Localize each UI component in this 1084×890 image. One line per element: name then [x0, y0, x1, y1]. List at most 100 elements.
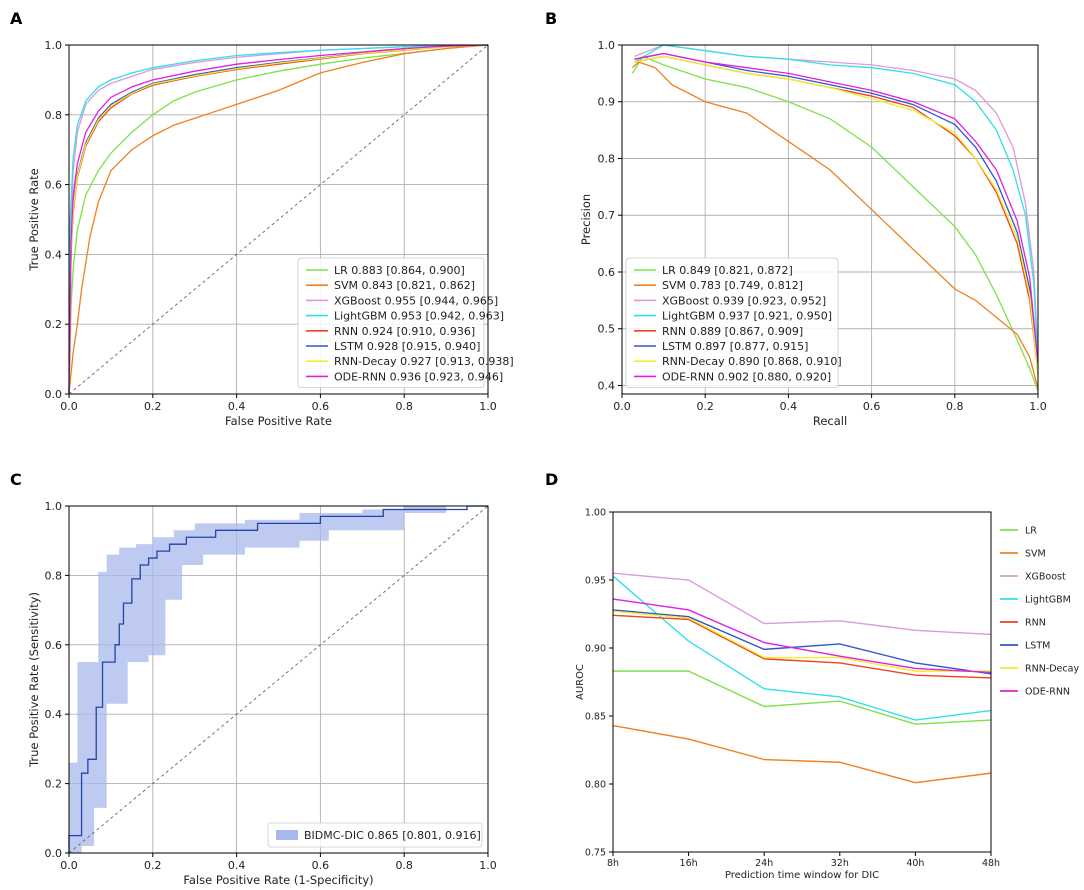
panel-c-chance-diagonal — [68, 505, 489, 854]
panel-b-y-axis-label: Precision — [579, 194, 593, 245]
panel-d-series-line-lr — [613, 670, 992, 725]
panel-d-y-tick-label: 0.90 — [585, 644, 606, 655]
panel-a-y-tick-label: 1.0 — [45, 39, 63, 52]
panel-a-x-tick-label: 0.2 — [144, 400, 162, 413]
panel-d-x-tick-label: 48h — [982, 858, 1000, 869]
panel-c-y-tick-label: 0.0 — [45, 847, 63, 860]
panel-b-legend-label: LightGBM 0.937 [0.921, 0.950] — [662, 310, 832, 323]
panel-b-y-tick-label: 0.6 — [598, 266, 616, 279]
panel-a-series-line-lightgbm — [68, 44, 489, 395]
panel-c-y-tick-label: 0.4 — [45, 708, 63, 721]
panel-a-legend-label: ODE-RNN 0.936 [0.923, 0.946] — [334, 370, 503, 383]
panel-c-x-tick-label: 0.8 — [395, 859, 413, 872]
panel-d-y-tick-label: 0.80 — [585, 780, 606, 791]
panel-c-x-tick-label: 0.4 — [228, 859, 246, 872]
panel-b-series-line-rnn-decay — [634, 55, 1039, 375]
panel-d-legend-label: LR — [1025, 526, 1037, 537]
panel-b-x-tick-label: 0.2 — [696, 400, 714, 413]
panel-b-y-tick-label: 1.0 — [598, 39, 616, 52]
panel-c-x-tick-label: 0.2 — [144, 859, 162, 872]
panel-b-series-line-ode-rnn — [634, 52, 1039, 363]
panel-a-legend-label: XGBoost 0.955 [0.944, 0.965] — [334, 294, 498, 307]
panel-d-series-line-ode-rnn — [612, 598, 992, 674]
panel-a-x-tick-label: 0.8 — [395, 400, 413, 413]
panel-b-x-tick-label: 0.4 — [780, 400, 798, 413]
panel-d-legend-label: RNN — [1025, 618, 1046, 629]
panel-a-series-line-lr — [68, 44, 489, 395]
panel-b-series-line-lightgbm — [634, 44, 1039, 369]
panel-d-y-tick-label: 1.00 — [585, 508, 606, 519]
panel-letter-a: A — [10, 9, 23, 28]
panel-c-axes-frame — [68, 505, 489, 854]
panel-a-x-tick-label: 0.4 — [228, 400, 246, 413]
panel-b-legend-label: LSTM 0.897 [0.877, 0.915] — [662, 340, 808, 353]
panel-c-y-tick-label: 0.2 — [45, 778, 63, 791]
panel-b-legend-label: LR 0.849 [0.821, 0.872] — [662, 264, 793, 277]
panel-b-x-tick-label: 1.0 — [1029, 400, 1047, 413]
panel-a-x-tick-label: 0.0 — [60, 400, 78, 413]
panel-d-y-axis-label: AUROC — [575, 664, 586, 700]
panel-b-y-tick-label: 0.8 — [598, 152, 616, 165]
panel-d-x-axis-label: Prediction time window for DIC — [725, 870, 879, 881]
panel-b-y-tick-label: 0.9 — [598, 96, 616, 109]
panel-a-legend-label: LSTM 0.928 [0.915, 0.940] — [334, 340, 480, 353]
panel-d-x-tick-label: 32h — [831, 858, 849, 869]
panel-a-legend-label: SVM 0.843 [0.821, 0.862] — [334, 279, 475, 292]
panel-a-y-tick-label: 0.6 — [45, 179, 63, 192]
panel-a-legend-label: RNN 0.924 [0.910, 0.936] — [334, 325, 475, 338]
panel-c-x-tick-label: 1.0 — [479, 859, 497, 872]
panel-c-y-tick-label: 0.8 — [45, 569, 63, 582]
panel-d-x-tick-label: 16h — [680, 858, 698, 869]
panel-a-y-tick-label: 0.2 — [45, 318, 63, 331]
panel-a-legend-label: RNN-Decay 0.927 [0.913, 0.938] — [334, 355, 514, 368]
panel-d-legend-label: XGBoost — [1025, 572, 1066, 583]
panel-b-axes-frame — [621, 44, 1039, 395]
panel-c-legend-label: BIDMC-DIC 0.865 [0.801, 0.916] — [304, 829, 481, 842]
panel-a-series-line-svm — [68, 44, 489, 395]
panel-a-axes-frame — [68, 44, 489, 395]
panel-a-chance-diagonal — [68, 44, 489, 395]
panel-c-legend-swatch — [276, 830, 298, 840]
panel-d-x-tick-label: 40h — [906, 858, 924, 869]
panel-letter-b: B — [545, 9, 557, 28]
panel-b-x-tick-label: 0.6 — [863, 400, 881, 413]
panel-a-series-line-ode-rnn — [68, 44, 489, 395]
panel-c-x-axis-label: False Positive Rate (1-Specificity) — [183, 873, 373, 887]
panel-d-y-tick-label: 0.85 — [585, 712, 606, 723]
panel-d-legend-label: RNN-Decay — [1025, 664, 1079, 675]
panel-a-x-axis-label: False Positive Rate — [225, 414, 332, 428]
panel-c-y-axis-label: True Positive Rate (Sensitivity) — [27, 592, 41, 768]
panel-a-series-line-rnn-decay — [68, 44, 489, 395]
panel-c-y-tick-label: 0.6 — [45, 639, 63, 652]
panel-b-x-axis-label: Recall — [813, 414, 847, 428]
panel-b-series-line-svm — [631, 61, 1039, 389]
panel-d-series-line-xgboost — [612, 572, 992, 636]
panel-c-roc-step-line — [68, 505, 488, 853]
panel-b-y-tick-label: 0.5 — [598, 323, 616, 336]
panel-c-y-tick-label: 1.0 — [45, 500, 63, 513]
panel-d-y-tick-label: 0.95 — [585, 576, 606, 587]
panel-d-x-tick-label: 24h — [755, 858, 773, 869]
panel-a-y-tick-label: 0.4 — [45, 248, 63, 261]
panel-b-legend-box — [625, 257, 839, 389]
panel-c-x-tick-label: 0.0 — [60, 859, 78, 872]
panel-c-validation-roc-chart: 0.0 0.2 0.4 0.6 0.8 1.0 0.0 0.2 0.4 0.6 0.8 1.0 Fals… — [27, 500, 497, 887]
panel-d-x-tick-label: 8h — [607, 858, 619, 869]
panel-b-y-tick-label: 0.7 — [598, 209, 616, 222]
panel-letter-c: C — [10, 470, 22, 489]
panel-letter-d: D — [545, 470, 558, 489]
panel-b-legend-label: SVM 0.783 [0.749, 0.812] — [662, 279, 803, 292]
panel-d-series-line-rnn — [612, 614, 992, 679]
panel-d-series-line-lightgbm — [612, 575, 992, 721]
panel-b-precision-recall-chart: 0.0 0.2 0.4 0.6 0.8 1.0 0.4 0.5 0.6 0.7 0.8 0.9 1.0 R… — [579, 39, 1047, 428]
panel-d-axes-frame — [612, 511, 992, 853]
panel-d-series-line-rnn-decay — [612, 610, 991, 672]
panel-b-legend-label: ODE-RNN 0.902 [0.880, 0.920] — [662, 370, 831, 383]
panel-a-x-tick-label: 1.0 — [479, 400, 497, 413]
panel-d-series-line-svm — [612, 724, 992, 784]
panel-c-confidence-band — [69, 506, 488, 853]
panel-d-legend-label: ODE-RNN — [1025, 687, 1070, 698]
panel-a-legend-label: LightGBM 0.953 [0.942, 0.963] — [334, 310, 504, 323]
panel-a-y-tick-label: 0.8 — [45, 109, 63, 122]
